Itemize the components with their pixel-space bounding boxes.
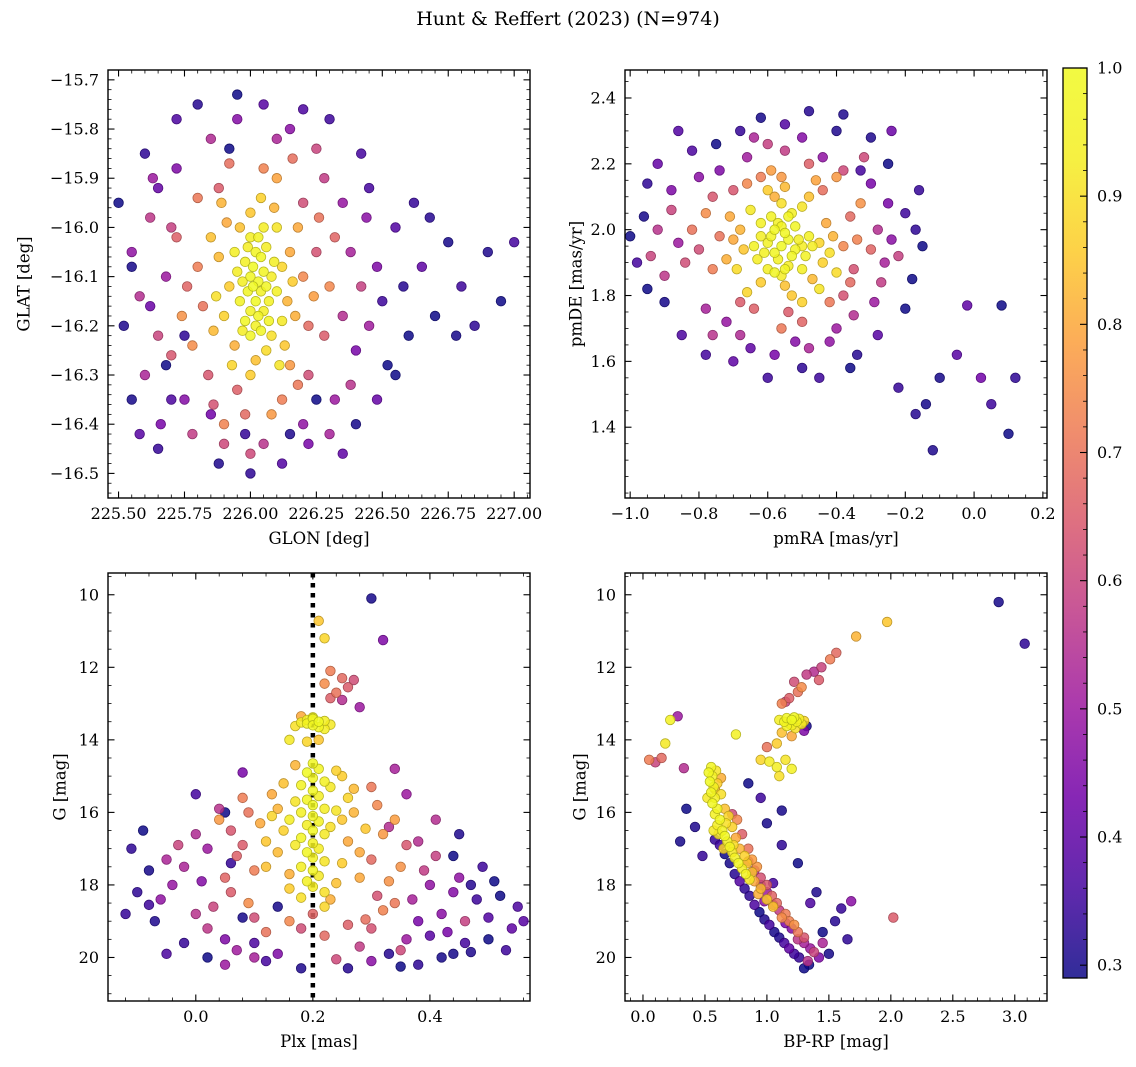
- svg-text:0.4: 0.4: [1097, 828, 1122, 847]
- svg-text:226.00: 226.00: [222, 504, 278, 523]
- svg-text:227.00: 227.00: [486, 504, 542, 523]
- svg-text:0.0: 0.0: [183, 1007, 208, 1026]
- svg-text:16: 16: [596, 803, 616, 822]
- svg-text:−16.0: −16.0: [50, 218, 99, 237]
- x-axis-label-plx: Plx [mas]: [280, 1032, 358, 1051]
- y-axis-label-g-left: G [mag]: [50, 753, 70, 821]
- svg-text:226.25: 226.25: [288, 504, 344, 523]
- x-axis-label-glon: GLON [deg]: [268, 529, 370, 548]
- svg-text:2.2: 2.2: [591, 154, 616, 173]
- svg-text:0.4: 0.4: [417, 1007, 442, 1026]
- svg-text:16: 16: [79, 803, 99, 822]
- svg-text:20: 20: [596, 948, 616, 967]
- svg-text:−0.8: −0.8: [680, 504, 719, 523]
- svg-text:−16.2: −16.2: [50, 316, 99, 335]
- svg-text:0.5: 0.5: [1097, 699, 1122, 718]
- svg-text:1.5: 1.5: [816, 1007, 841, 1026]
- svg-text:12: 12: [596, 658, 616, 677]
- svg-text:18: 18: [79, 875, 99, 894]
- colorbar: 1.0 0.9 0.8 0.7 0.6 0.5 0.4 0.3: [1062, 59, 1122, 979]
- svg-text:14: 14: [596, 730, 616, 749]
- svg-text:225.50: 225.50: [91, 504, 147, 523]
- svg-text:1.0: 1.0: [754, 1007, 779, 1026]
- svg-text:−15.7: −15.7: [50, 70, 99, 89]
- svg-text:−16.5: −16.5: [50, 464, 99, 483]
- svg-text:226.50: 226.50: [354, 504, 410, 523]
- svg-text:−16.1: −16.1: [50, 267, 99, 286]
- svg-text:12: 12: [79, 658, 99, 677]
- y-axis-label-g-right: G [mag]: [570, 753, 590, 821]
- svg-text:−16.3: −16.3: [50, 366, 99, 385]
- svg-text:−16.4: −16.4: [50, 415, 99, 434]
- svg-text:10: 10: [596, 585, 616, 604]
- svg-text:2.0: 2.0: [878, 1007, 903, 1026]
- svg-text:0.9: 0.9: [1097, 187, 1122, 206]
- svg-text:0.2: 0.2: [300, 1007, 325, 1026]
- panel-bprp-g: 0.0 0.5 1.0 1.5 2.0 2.5 3.0 10 12 14 16 18 20: [596, 572, 1048, 1026]
- y-axis-label-pmde: pmDE [mas/yr]: [566, 220, 586, 348]
- svg-text:0.7: 0.7: [1097, 443, 1122, 462]
- svg-text:0.8: 0.8: [1097, 315, 1122, 334]
- scatter-plot-pmra-pmde: −1.0 −0.8 −0.6 −0.4 −0.2 0.0 0.2 1.4 1.6 1.8 2.0 2.…: [591, 69, 1056, 523]
- svg-text:−1.0: −1.0: [611, 504, 650, 523]
- svg-text:226.75: 226.75: [420, 504, 476, 523]
- svg-text:20: 20: [79, 948, 99, 967]
- x-axis-label-bprp: BP-RP [mag]: [783, 1032, 889, 1051]
- scatter-plot-plx-g: 0.0 0.2 0.4 10 12 14 16 18 20: [79, 572, 531, 1026]
- x-axis-label-pmra: pmRA [mas/yr]: [773, 529, 899, 548]
- svg-text:1.0: 1.0: [1097, 59, 1122, 78]
- svg-text:0.6: 0.6: [1097, 571, 1122, 590]
- svg-text:2.0: 2.0: [591, 220, 616, 239]
- panel-pmra-pmde: −1.0 −0.8 −0.6 −0.4 −0.2 0.0 0.2 1.4 1.6 1.8 2.0 2.…: [591, 69, 1056, 523]
- svg-text:2.4: 2.4: [591, 88, 616, 107]
- svg-text:1.8: 1.8: [591, 286, 616, 305]
- svg-text:3.0: 3.0: [1002, 1007, 1027, 1026]
- colorbar-gradient: 1.0 0.9 0.8 0.7 0.6 0.5 0.4 0.3: [1062, 59, 1122, 979]
- panel-glon-glat: 225.50 225.75 226.00 226.25 226.50 226.75 227.…: [50, 69, 542, 523]
- svg-text:2.5: 2.5: [940, 1007, 965, 1026]
- svg-text:10: 10: [79, 585, 99, 604]
- y-axis-label-glat: GLAT [deg]: [14, 236, 34, 332]
- svg-text:−0.2: −0.2: [886, 504, 925, 523]
- scatter-plot-glon-glat: 225.50 225.75 226.00 226.25 226.50 226.75 227.…: [50, 69, 542, 523]
- panel-plx-g: 0.0 0.2 0.4 10 12 14 16 18 20: [79, 572, 531, 1026]
- figure-title: Hunt & Reffert (2023) (N=974): [416, 8, 720, 30]
- svg-text:−0.4: −0.4: [817, 504, 856, 523]
- svg-text:0.3: 0.3: [1097, 956, 1122, 975]
- svg-text:1.6: 1.6: [591, 352, 616, 371]
- svg-text:−15.8: −15.8: [50, 120, 99, 139]
- svg-text:18: 18: [596, 875, 616, 894]
- svg-text:0.0: 0.0: [961, 504, 986, 523]
- svg-text:−15.9: −15.9: [50, 169, 99, 188]
- svg-text:1.4: 1.4: [591, 418, 616, 437]
- svg-text:225.75: 225.75: [156, 504, 212, 523]
- svg-text:−0.6: −0.6: [748, 504, 787, 523]
- svg-text:0.0: 0.0: [630, 1007, 655, 1026]
- svg-text:0.2: 0.2: [1030, 504, 1055, 523]
- svg-text:14: 14: [79, 730, 99, 749]
- svg-text:0.5: 0.5: [692, 1007, 717, 1026]
- scatter-plot-bprp-g: 0.0 0.5 1.0 1.5 2.0 2.5 3.0 10 12 14 16 18 20: [596, 572, 1048, 1026]
